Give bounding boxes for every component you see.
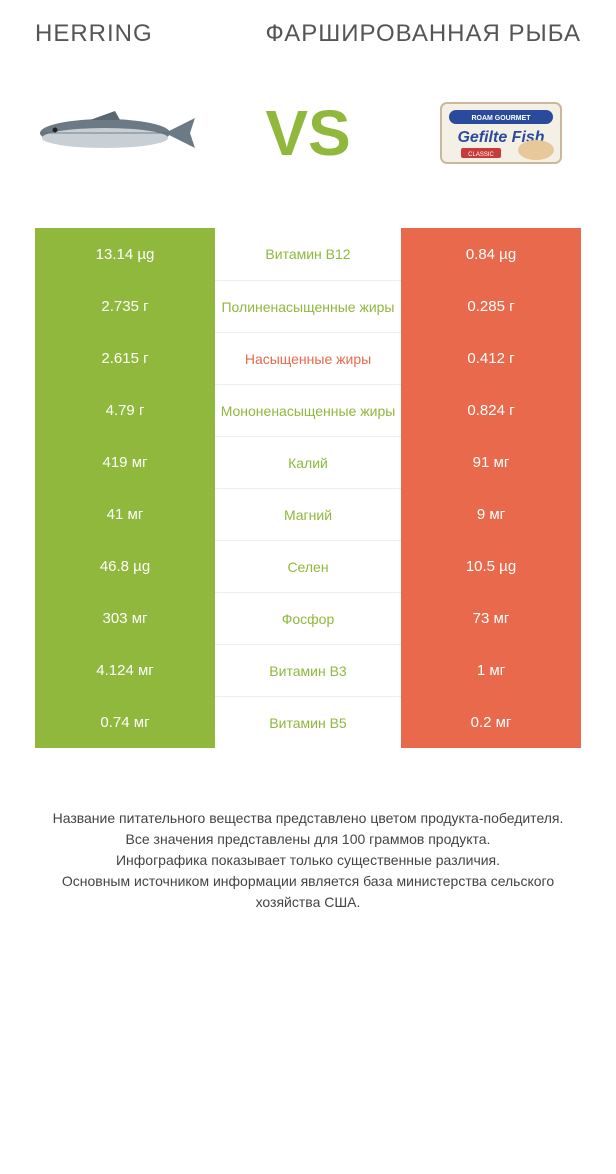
cell-right-value: 0.2 мг xyxy=(401,696,581,748)
footer: Название питательного вещества представл… xyxy=(15,808,601,913)
cell-left-value: 0.74 мг xyxy=(35,696,215,748)
cell-nutrient-label: Полиненасыщенные жиры xyxy=(215,280,401,332)
package-icon: ROAM GOURMET Gefilte Fish CLASSIC xyxy=(431,88,571,178)
comparison-table: 13.14 µgВитамин B120.84 µg2.735 гПолинен… xyxy=(35,228,581,748)
footer-line: Название питательного вещества представл… xyxy=(35,808,581,829)
footer-line: Инфографика показывает только существенн… xyxy=(35,850,581,871)
cell-left-value: 2.615 г xyxy=(35,332,215,384)
cell-right-value: 1 мг xyxy=(401,644,581,696)
cell-nutrient-label: Насыщенные жиры xyxy=(215,332,401,384)
vs-label: VS xyxy=(265,96,350,170)
table-row: 41 мгМагний9 мг xyxy=(35,488,581,540)
cell-nutrient-label: Витамин B12 xyxy=(215,228,401,280)
cell-left-value: 41 мг xyxy=(35,488,215,540)
cell-nutrient-label: Калий xyxy=(215,436,401,488)
title-right: ФАРШИРОВАННАЯ РЫБА xyxy=(265,20,581,48)
infographic-container: HERRING ФАРШИРОВАННАЯ РЫБА VS ROAM GOURM… xyxy=(0,0,616,1174)
cell-nutrient-label: Витамин B3 xyxy=(215,644,401,696)
svg-text:ROAM GOURMET: ROAM GOURMET xyxy=(471,115,531,122)
svg-text:CLASSIC: CLASSIC xyxy=(468,152,494,158)
cell-right-value: 73 мг xyxy=(401,592,581,644)
cell-left-value: 13.14 µg xyxy=(35,228,215,280)
footer-line: Основным источником информации является … xyxy=(35,871,581,913)
cell-left-value: 2.735 г xyxy=(35,280,215,332)
table-row: 4.79 гМононенасыщенные жиры0.824 г xyxy=(35,384,581,436)
cell-right-value: 0.285 г xyxy=(401,280,581,332)
table-row: 303 мгФосфор73 мг xyxy=(35,592,581,644)
table-row: 4.124 мгВитамин B31 мг xyxy=(35,644,581,696)
cell-right-value: 0.412 г xyxy=(401,332,581,384)
cell-right-value: 9 мг xyxy=(401,488,581,540)
cell-left-value: 4.79 г xyxy=(35,384,215,436)
table-row: 0.74 мгВитамин B50.2 мг xyxy=(35,696,581,748)
cell-right-value: 10.5 µg xyxy=(401,540,581,592)
footer-line: Все значения представлены для 100 граммо… xyxy=(35,829,581,850)
cell-left-value: 419 мг xyxy=(35,436,215,488)
images-row: VS ROAM GOURMET Gefilte Fish CLASSIC xyxy=(15,78,601,188)
title-left: HERRING xyxy=(35,20,153,48)
cell-left-value: 4.124 мг xyxy=(35,644,215,696)
header: HERRING ФАРШИРОВАННАЯ РЫБА xyxy=(15,20,601,48)
herring-image xyxy=(25,78,205,188)
fish-icon xyxy=(30,103,200,163)
cell-nutrient-label: Мононенасыщенные жиры xyxy=(215,384,401,436)
table-row: 46.8 µgСелен10.5 µg xyxy=(35,540,581,592)
table-row: 13.14 µgВитамин B120.84 µg xyxy=(35,228,581,280)
cell-left-value: 303 мг xyxy=(35,592,215,644)
table-row: 2.735 гПолиненасыщенные жиры0.285 г xyxy=(35,280,581,332)
cell-right-value: 0.84 µg xyxy=(401,228,581,280)
cell-nutrient-label: Витамин B5 xyxy=(215,696,401,748)
cell-nutrient-label: Селен xyxy=(215,540,401,592)
cell-left-value: 46.8 µg xyxy=(35,540,215,592)
gefilte-image: ROAM GOURMET Gefilte Fish CLASSIC xyxy=(411,78,591,188)
cell-nutrient-label: Магний xyxy=(215,488,401,540)
table-row: 2.615 гНасыщенные жиры0.412 г xyxy=(35,332,581,384)
cell-right-value: 0.824 г xyxy=(401,384,581,436)
cell-nutrient-label: Фосфор xyxy=(215,592,401,644)
cell-right-value: 91 мг xyxy=(401,436,581,488)
table-row: 419 мгКалий91 мг xyxy=(35,436,581,488)
